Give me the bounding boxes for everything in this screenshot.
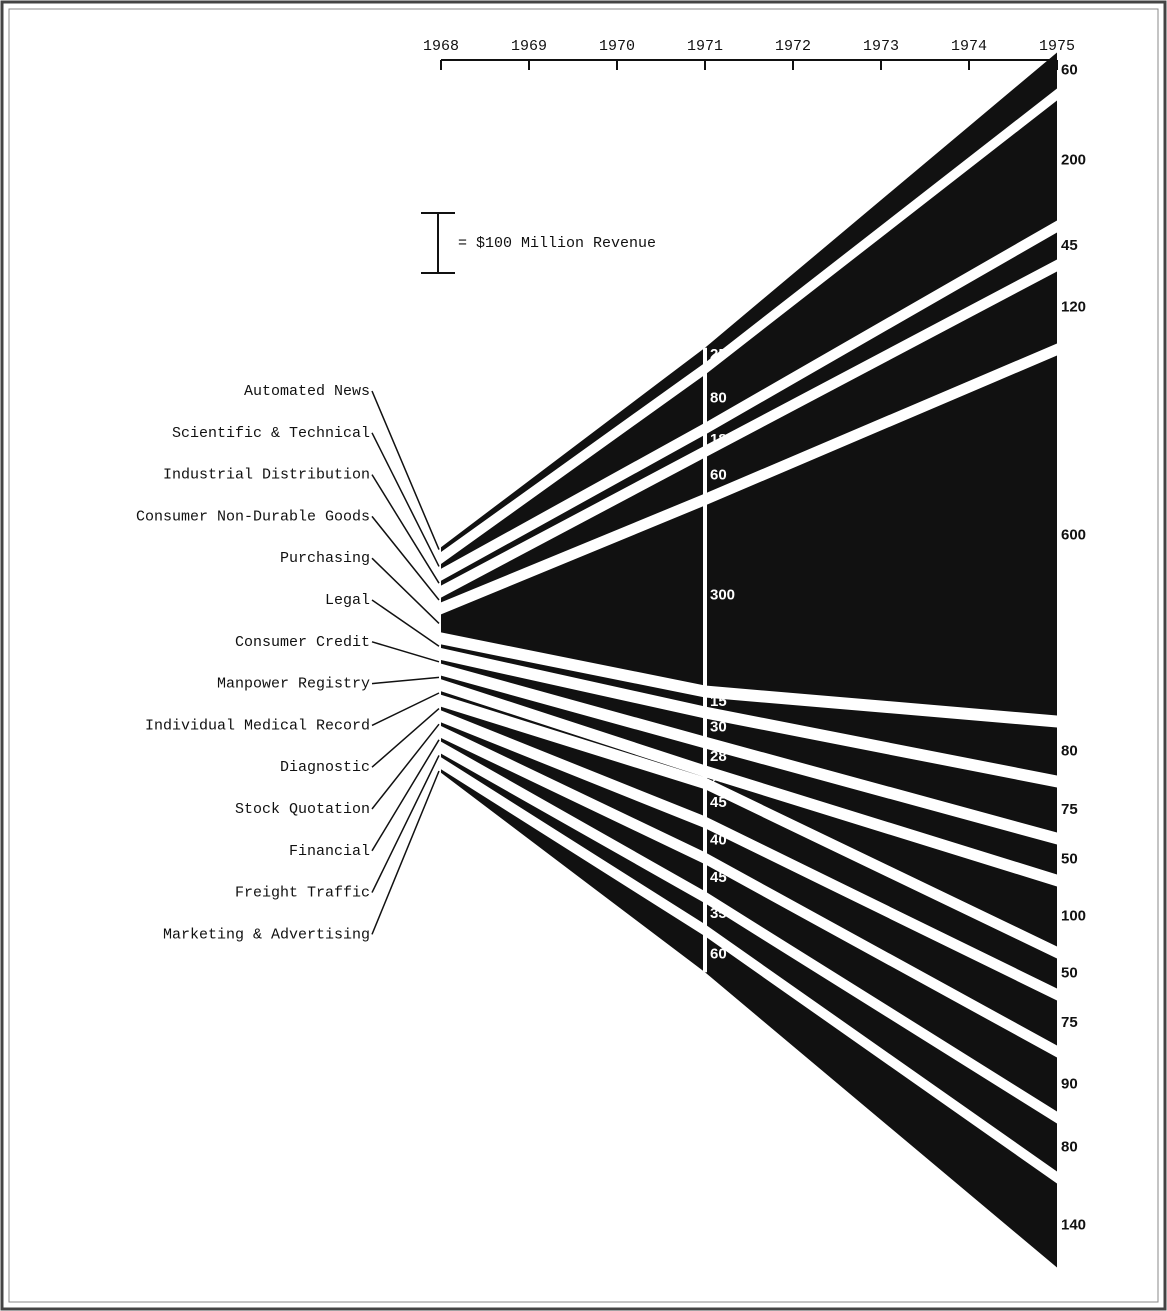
category-label: Consumer Credit xyxy=(235,634,370,651)
category-label: Financial xyxy=(289,843,370,860)
leader-line xyxy=(371,390,440,550)
value-label: 140 xyxy=(1061,1216,1086,1233)
category-label: Manpower Registry xyxy=(217,676,370,693)
category-label: Industrial Distribution xyxy=(163,467,370,484)
value-label: ☆ xyxy=(710,768,724,785)
leader-line xyxy=(371,557,440,624)
category-label: Stock Quotation xyxy=(235,801,370,818)
scale-label: = $100 Million Revenue xyxy=(458,235,656,252)
x-tick-label: 1971 xyxy=(687,38,723,55)
leader-line xyxy=(371,676,440,685)
value-label: 75 xyxy=(1061,1014,1078,1031)
value-label: 30 xyxy=(710,718,727,735)
x-tick-label: 1972 xyxy=(775,38,811,55)
x-tick-label: 1968 xyxy=(423,38,459,55)
leader-line xyxy=(371,474,440,584)
value-label: 80 xyxy=(1061,1138,1078,1155)
value-label: 45 xyxy=(710,794,727,811)
value-label: 25 xyxy=(710,346,727,363)
inner-frame xyxy=(8,8,1159,1303)
value-label: 300 xyxy=(710,586,735,603)
value-label: 18 xyxy=(710,431,727,448)
leader-line xyxy=(371,641,440,663)
leader-line xyxy=(371,432,440,567)
category-label: Individual Medical Record xyxy=(145,717,370,734)
value-label: 200 xyxy=(1061,151,1086,168)
band xyxy=(441,738,1057,1112)
value-label: 90 xyxy=(1061,1075,1078,1092)
value-label: 28 xyxy=(710,748,727,765)
leader-line xyxy=(371,708,440,768)
value-label: 75 xyxy=(1061,801,1078,818)
x-tick-label: 1973 xyxy=(863,38,899,55)
category-label: Consumer Non-Durable Goods xyxy=(136,508,370,525)
value-label: 50 xyxy=(1061,850,1078,867)
value-label: 40 xyxy=(710,831,727,848)
category-label: Freight Traffic xyxy=(235,885,370,902)
value-label: 60 xyxy=(1061,61,1078,78)
value-label: 100 xyxy=(1061,907,1086,924)
value-label: 50 xyxy=(1061,964,1078,981)
value-label: 45 xyxy=(1061,237,1078,254)
leader-line xyxy=(371,739,440,852)
band xyxy=(441,271,1057,603)
value-label: 15 xyxy=(710,693,727,710)
x-tick-label: 1970 xyxy=(599,38,635,55)
x-tick-label: 1969 xyxy=(511,38,547,55)
leader-line xyxy=(371,723,440,810)
band xyxy=(441,706,1057,989)
value-label: 45 xyxy=(710,869,727,886)
band xyxy=(441,753,1057,1172)
category-label: Legal xyxy=(325,592,370,609)
leader-line xyxy=(371,755,440,893)
value-label: 120 xyxy=(1061,298,1086,315)
category-label: Automated News xyxy=(244,383,370,400)
x-tick-label: 1974 xyxy=(951,38,987,55)
band xyxy=(441,644,1057,776)
leader-line xyxy=(371,692,440,727)
value-label: 35 xyxy=(710,905,727,922)
band xyxy=(441,355,1057,716)
band xyxy=(441,52,1057,552)
value-label: 60 xyxy=(710,945,727,962)
band xyxy=(441,675,1057,875)
leader-line xyxy=(371,599,440,647)
leader-line xyxy=(371,770,440,935)
band xyxy=(441,722,1057,1046)
leader-line xyxy=(371,515,440,601)
band xyxy=(441,232,1057,586)
band xyxy=(441,660,1057,833)
category-label: Purchasing xyxy=(280,550,370,567)
category-label: Scientific & Technical xyxy=(172,425,370,442)
value-label: 600 xyxy=(1061,526,1086,543)
category-label: Marketing & Advertising xyxy=(163,926,370,943)
band xyxy=(441,769,1057,1268)
category-label: Diagnostic xyxy=(280,759,370,776)
x-tick-label: 1975 xyxy=(1039,38,1075,55)
value-label: 80 xyxy=(1061,742,1078,759)
band xyxy=(441,100,1057,569)
value-label: 80 xyxy=(710,390,727,407)
value-label: 60 xyxy=(710,466,727,483)
